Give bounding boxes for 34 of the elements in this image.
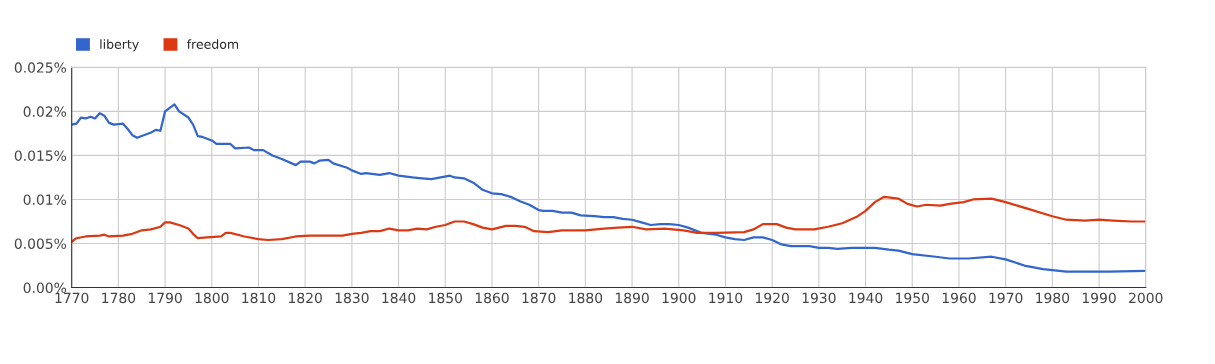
y-tick-label: 0.01% [23, 194, 67, 205]
line-series [71, 103, 1146, 273]
x-tick-label: 1800 [195, 292, 229, 304]
y-tick-label: 0.02% [23, 106, 67, 117]
x-tick-label: 1980 [1036, 292, 1070, 304]
y-tick-label: 0.00% [23, 282, 67, 294]
x-tick-label: 1770 [55, 292, 89, 304]
legend-label: freedom [186, 39, 239, 49]
x-tick-label: 1950 [896, 292, 929, 304]
line-series [71, 195, 1146, 243]
legend-label: liberty [100, 39, 139, 52]
x-tick-label: 1780 [102, 292, 136, 304]
x-tick-label: 1940 [849, 292, 883, 304]
x-tick-label: 1900 [662, 292, 696, 304]
x-tick-label: 1880 [569, 292, 603, 304]
y-tick-label: 0.015% [14, 150, 67, 161]
x-tick-label: 1930 [802, 292, 836, 304]
x-tick-label: 1840 [382, 292, 416, 304]
x-tick-label: 1910 [709, 292, 743, 304]
x-tick-label: 1860 [475, 292, 509, 304]
y-tick-label: 0.025% [14, 62, 67, 73]
x-tick-label: 1820 [289, 292, 322, 304]
x-tick-label: 1810 [242, 292, 276, 304]
x-tick-label: 1850 [429, 292, 463, 304]
x-tick-label: 1990 [1082, 292, 1116, 304]
x-tick-label: 1920 [756, 292, 789, 304]
x-tick-label: 1830 [335, 292, 369, 304]
x-tick-label: 1960 [942, 292, 976, 304]
x-tick-label: 1970 [989, 292, 1023, 304]
x-tick-label: 1790 [148, 292, 182, 304]
x-tick-label: 2000 [1129, 292, 1163, 304]
x-tick-label: 1890 [615, 292, 649, 304]
x-tick-label: 1870 [522, 292, 556, 304]
y-tick-label: 0.005% [14, 238, 67, 249]
